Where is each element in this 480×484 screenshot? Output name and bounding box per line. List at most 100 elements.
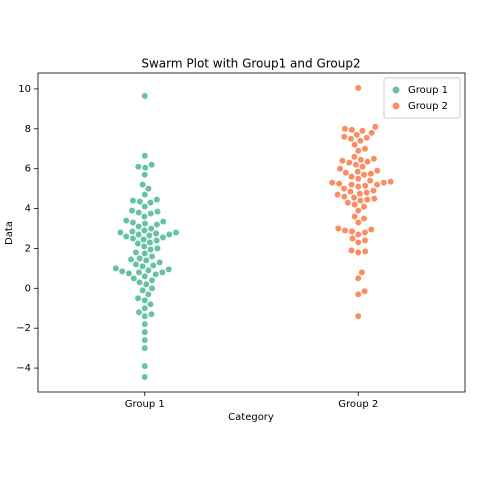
swarm-point	[165, 231, 173, 238]
swarm-point	[349, 235, 356, 242]
swarm-point	[148, 284, 156, 292]
swarm-point	[348, 246, 355, 254]
swarm-point	[144, 266, 152, 274]
swarm-point	[141, 336, 149, 344]
swarm-point	[360, 203, 368, 211]
swarm-point	[340, 193, 348, 201]
swarm-point	[348, 181, 355, 189]
swarm-point	[370, 155, 378, 163]
swarm-point	[144, 290, 152, 298]
swarm-point	[371, 123, 379, 131]
legend-box	[383, 77, 461, 119]
swarm-point	[140, 236, 148, 243]
swarm-point	[373, 167, 381, 175]
swarm-point	[347, 135, 355, 143]
swarm-point	[152, 230, 160, 237]
swarm-point	[141, 203, 149, 211]
swarm-point	[136, 198, 144, 206]
swarm-point	[361, 145, 369, 153]
swarm-point	[340, 185, 348, 193]
swarm-point	[358, 268, 366, 276]
swarm-point	[356, 137, 364, 145]
swarm-point	[147, 199, 154, 207]
swarm-point	[141, 296, 149, 304]
swarm-point	[351, 213, 359, 221]
swarm-point	[141, 344, 149, 352]
swarm-point	[345, 159, 353, 167]
swarm-point	[339, 157, 346, 165]
swarm-point	[363, 189, 371, 197]
swarm-point	[341, 227, 349, 234]
swarm-point	[360, 215, 368, 222]
swarm-point	[361, 247, 369, 255]
swarm-point	[367, 226, 375, 233]
swarm-point	[132, 248, 140, 256]
swarm-point	[135, 209, 143, 217]
swarm-point	[354, 231, 362, 238]
swarm-point	[139, 262, 147, 270]
swarm-point	[336, 165, 344, 173]
swarm-point	[354, 248, 362, 256]
swarm-point	[148, 252, 156, 260]
swarm-point	[134, 163, 142, 171]
y-tick-label: 10	[18, 84, 31, 95]
swarm-point	[141, 191, 149, 199]
plot-frame	[37, 72, 466, 393]
swarm-point	[142, 256, 150, 264]
y-tick-label: 4	[25, 204, 31, 215]
swarm-point	[147, 210, 155, 218]
swarm-point	[156, 258, 164, 266]
swarm-point	[363, 196, 371, 204]
swarm-point	[352, 161, 360, 169]
swarm-point	[354, 147, 362, 155]
swarm-point	[360, 171, 368, 179]
swarm-point	[353, 131, 361, 139]
swarm-point	[354, 239, 362, 246]
swarm-point	[134, 240, 142, 247]
swarm-point	[130, 274, 138, 282]
swarm-point	[354, 84, 362, 92]
swarm-point	[112, 264, 120, 272]
swarm-point	[356, 190, 364, 198]
swarm-point	[135, 231, 143, 238]
swarm-point	[354, 290, 362, 298]
swarm-point	[159, 234, 167, 241]
swarm-point	[354, 168, 362, 176]
swarm-point	[122, 233, 130, 240]
swarm-point	[334, 225, 342, 232]
y-axis-label: Data	[4, 221, 15, 245]
swarm-point	[380, 179, 388, 187]
swarm-point	[348, 228, 356, 235]
swarm-point	[147, 300, 154, 308]
swarm-point	[129, 219, 137, 226]
swarm-point	[141, 171, 149, 179]
swarm-point	[118, 267, 126, 275]
legend-label: Group 1	[408, 85, 448, 96]
swarm-point	[117, 229, 124, 236]
swarm-point	[370, 195, 378, 203]
swarm-point	[141, 373, 149, 381]
swarm-point	[145, 232, 153, 239]
swarm-point	[141, 220, 149, 227]
swarm-point	[129, 197, 137, 205]
swarm-point	[153, 237, 161, 244]
swarm-point	[335, 180, 343, 188]
swarm-point	[368, 129, 376, 137]
swarm-point	[159, 218, 167, 225]
swarm-point	[149, 261, 157, 269]
swarm-point	[328, 179, 336, 187]
swarm-point	[334, 191, 342, 199]
swarm-point	[354, 219, 362, 226]
swarm-point	[141, 312, 149, 320]
y-tick-label: 6	[25, 164, 31, 175]
swarm-point	[363, 134, 371, 142]
x-tick-label: Group 1	[125, 399, 165, 410]
swarm-point	[135, 308, 143, 316]
swarm-point	[341, 125, 349, 133]
swarm-point	[128, 207, 136, 215]
swarm-point	[340, 133, 348, 141]
swarm-point	[141, 164, 149, 172]
y-tick-label: 0	[25, 283, 31, 294]
legend-marker	[392, 102, 400, 110]
